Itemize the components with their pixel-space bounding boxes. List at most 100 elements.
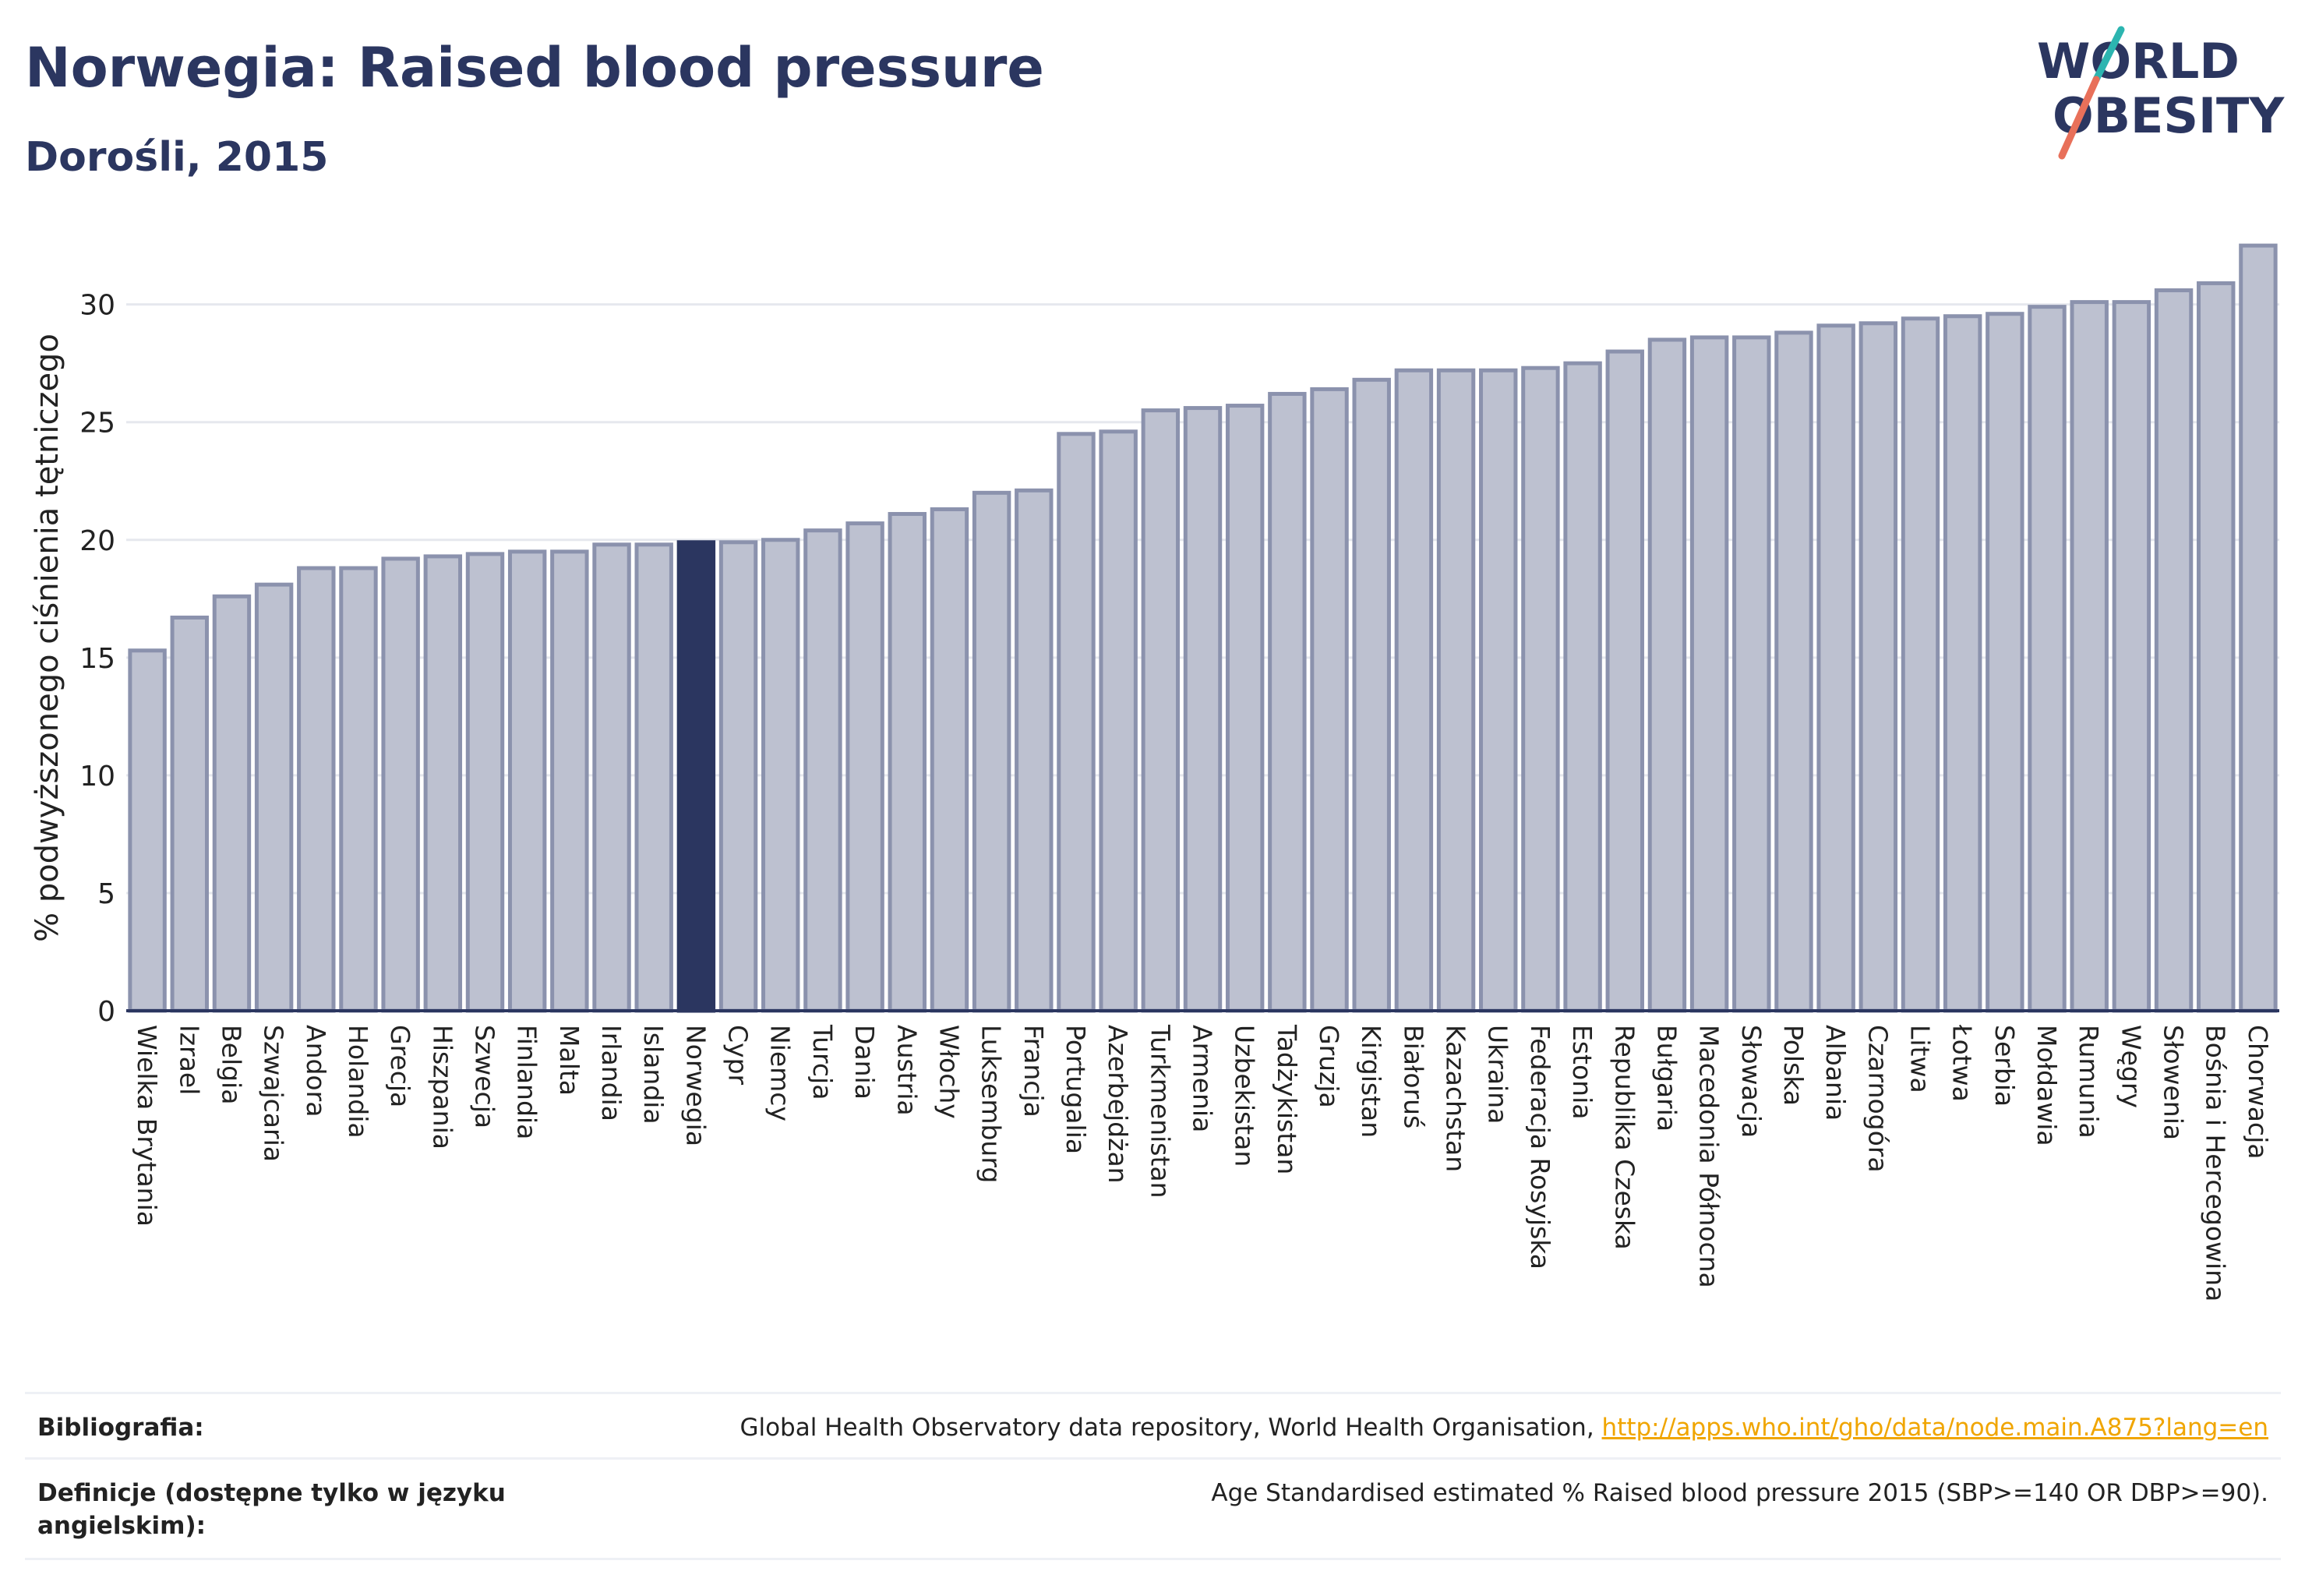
x-tick-label: Irlandia [596, 1025, 627, 1121]
bar [1141, 408, 1181, 1013]
y-tick-label: 30 [79, 290, 115, 322]
bar [888, 512, 927, 1013]
definitions-label: Definicje (dostępne tylko w języku angie… [37, 1479, 506, 1540]
x-tick-label: Uzbekistan [1230, 1025, 1260, 1167]
bar [1732, 335, 1771, 1013]
bar [170, 615, 209, 1013]
x-tick-label: Chorwacja [2243, 1025, 2273, 1159]
x-tick-label: Słowacja [1736, 1025, 1767, 1138]
x-tick-label: Szwajcaria [259, 1025, 289, 1162]
bar [1352, 377, 1391, 1013]
x-tick-label: Polska [1778, 1025, 1809, 1106]
bar [1183, 406, 1223, 1013]
x-tick-label: Węgry [2116, 1025, 2146, 1108]
x-tick-label: Ukraina [1483, 1025, 1513, 1124]
x-tick-label: Islandia [638, 1025, 669, 1125]
world-obesity-logo: WORLD OBESITY [2037, 26, 2285, 160]
bar [212, 594, 252, 1013]
x-axis-ticks: Wielka Brytania Izrael Belgia Szwajcaria And… [132, 1024, 2273, 1301]
bar [2197, 281, 2236, 1013]
x-tick-label: Cypr [723, 1025, 754, 1086]
bar [297, 566, 336, 1013]
bar [2112, 300, 2151, 1013]
bibliography-value: Global Health Observatory data repositor… [740, 1411, 2268, 1444]
x-tick-label: Łotwa [1947, 1024, 1978, 1102]
x-tick-label: Kirgistan [1356, 1025, 1386, 1138]
x-tick-label: Wielka Brytania [132, 1025, 162, 1227]
bibliography-label: Bibliografia: [37, 1414, 204, 1442]
y-tick-label: 20 [79, 525, 115, 557]
bar [592, 542, 631, 1013]
bar-highlight [676, 540, 716, 1013]
x-tick-label: Szwecja [470, 1025, 500, 1128]
bar [718, 540, 758, 1013]
bar [1901, 316, 1940, 1013]
page-subtitle: Dorośli, 2015 [25, 134, 329, 181]
bar [2154, 288, 2194, 1013]
definitions-row: Definicje (dostępne tylko w języku angie… [25, 1457, 2281, 1560]
bar [128, 648, 167, 1013]
x-tick-label: Izrael [174, 1025, 204, 1095]
bar [1943, 314, 1982, 1013]
bar [803, 528, 842, 1013]
bar [550, 549, 589, 1013]
bar [1605, 349, 1644, 1013]
x-tick-label: Hiszpania [427, 1025, 457, 1149]
x-tick-label: Belgia [216, 1025, 246, 1104]
x-tick-label: Grecja [385, 1025, 415, 1107]
logo-line1: WORLD [2037, 33, 2240, 90]
bibliography-row: Bibliografia: Global Health Observatory … [25, 1392, 2281, 1460]
x-tick-label: Azerbejdżan [1103, 1025, 1133, 1184]
x-tick-label: Holandia [343, 1025, 373, 1139]
x-tick-label: Federacja Rosyjska [1525, 1025, 1555, 1269]
bar [1099, 429, 1138, 1013]
x-tick-label: Albania [1820, 1025, 1851, 1121]
bar [1057, 432, 1096, 1013]
bar [2028, 305, 2067, 1013]
x-tick-label: Bośnia i Hercegowina [2201, 1025, 2231, 1301]
x-tick-label: Gruzja [1314, 1025, 1344, 1108]
bar [761, 538, 800, 1013]
bar [507, 549, 547, 1013]
y-tick-label: 10 [79, 761, 115, 793]
definitions-value: Age Standardised estimated % Raised bloo… [1211, 1479, 2268, 1507]
bar [930, 507, 969, 1013]
bar [423, 554, 463, 1013]
x-tick-label: Estonia [1567, 1025, 1597, 1119]
x-tick-label: Rumunia [2074, 1025, 2104, 1139]
bar [1647, 337, 1687, 1013]
bar [1268, 391, 1307, 1013]
bar [634, 542, 673, 1013]
x-tick-label: Finlandia [512, 1025, 542, 1139]
bar [381, 556, 420, 1013]
bar [1986, 312, 2024, 1013]
bibliography-link[interactable]: http://apps.who.int/gho/data/node.main.A… [1601, 1414, 2268, 1442]
y-tick-label: 0 [97, 996, 115, 1028]
x-tick-label: Słowenia [2159, 1025, 2189, 1140]
y-tick-label: 15 [79, 643, 115, 675]
bar [254, 582, 294, 1013]
logo-slash-red [2058, 76, 2100, 160]
x-tick-label: Republika Czeska [1609, 1025, 1640, 1250]
x-tick-label: Norwegia [680, 1025, 711, 1146]
x-tick-label: Dania [849, 1025, 880, 1100]
x-tick-label: Litwa [1905, 1025, 1936, 1093]
bar [1816, 323, 1855, 1013]
x-tick-label: Serbia [1989, 1025, 2020, 1107]
x-tick-label: Białoruś [1398, 1025, 1428, 1128]
y-tick-label: 25 [79, 408, 115, 440]
bar [1774, 330, 1813, 1013]
page-title: Norwegia: Raised blood pressure [25, 36, 1044, 100]
x-tick-label: Niemcy [765, 1025, 796, 1121]
x-tick-label: Turkmenistan [1145, 1024, 1175, 1199]
x-tick-label: Portugalia [1061, 1025, 1091, 1154]
y-axis-ticks: 0 5 10 15 20 25 30 [79, 290, 115, 1028]
bar [2239, 243, 2278, 1013]
logo-slash-teal [2092, 26, 2125, 83]
x-tick-label: Bułgaria [1651, 1025, 1682, 1132]
y-axis-label: % podwyższonego ciśnienia tętniczego [30, 334, 65, 942]
bar [972, 490, 1011, 1013]
bar [1563, 361, 1602, 1013]
bar [1015, 488, 1054, 1013]
bar [1858, 321, 1898, 1013]
